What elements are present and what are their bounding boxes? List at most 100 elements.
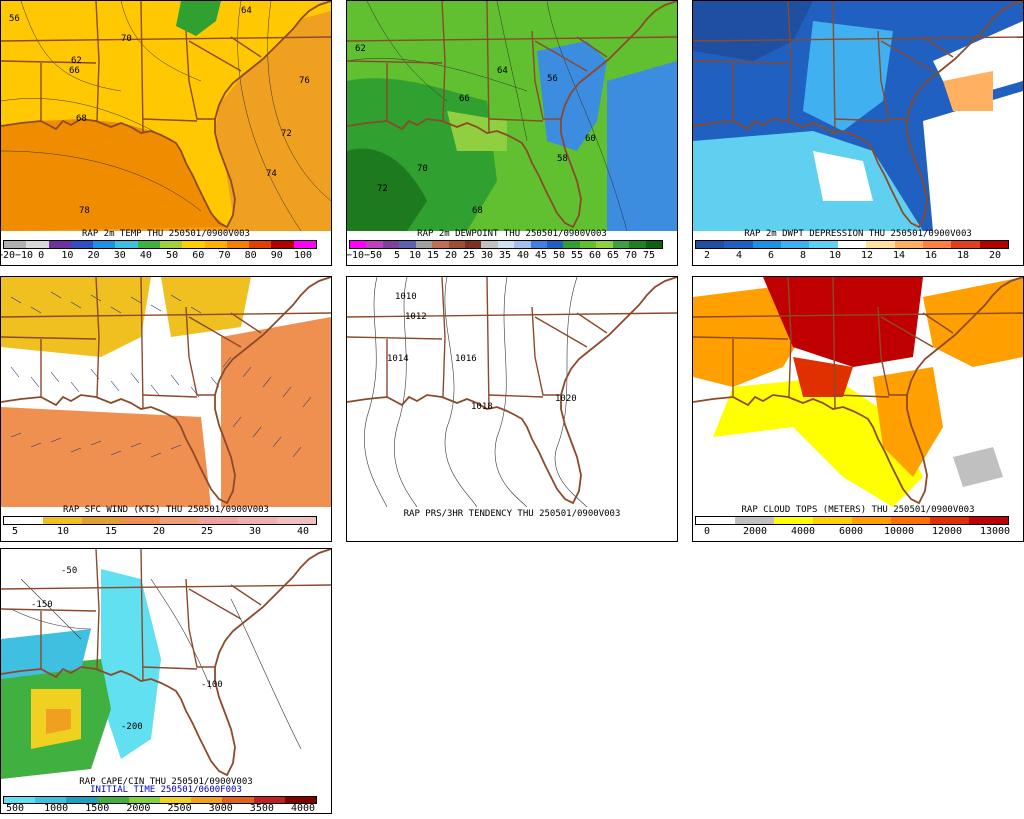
colorbar-tick-label: 3000	[208, 803, 233, 814]
colorbar-tick-label: 3500	[249, 803, 274, 814]
colorbar-swatch	[4, 797, 36, 803]
temp-contour-label: 66	[69, 66, 80, 76]
dewpoint-contour-label: 64	[497, 66, 508, 76]
colorbar-tick-label: 6000	[838, 526, 864, 537]
colorbar-tick-label: 10	[56, 526, 70, 537]
colorbar-tick-label: 35	[498, 250, 512, 261]
colorbar-swatch	[579, 241, 597, 248]
pressure-contour-label: 1016	[455, 354, 477, 364]
colorbar-swatch	[547, 241, 564, 248]
colorbar-swatch	[137, 241, 160, 248]
colorbar-swatch	[350, 241, 367, 248]
colorbar-tick-label: 20	[87, 250, 100, 261]
colorbar-tick-label: 0	[703, 526, 711, 537]
colorbar-swatch	[93, 241, 116, 248]
pressure-contour-label: 1010	[395, 292, 417, 302]
colorbar-swatch	[97, 797, 129, 803]
dewpoint-ticks: −10−5 0 5 10 15 20 25 30 35 40 45 50 55 60 65 70 75	[347, 250, 675, 262]
colorbar-tick-label: 16	[924, 250, 938, 261]
sfc-wind-map	[1, 277, 331, 507]
colorbar-tick-label: 4000	[790, 526, 816, 537]
colorbar-swatch	[82, 517, 121, 524]
cape-contour-label: -100	[201, 680, 223, 690]
cape-contour-label: -50	[61, 566, 77, 576]
colorbar-tick-label: 40	[296, 526, 310, 537]
cape-contour-label: -150	[31, 600, 53, 610]
colorbar-swatch	[293, 241, 316, 248]
temp-contour-label: 78	[79, 206, 90, 216]
cloud-tops-map	[693, 277, 1023, 507]
colorbar-swatch	[277, 517, 316, 524]
temp-contour-label: 68	[76, 114, 87, 124]
colorbar-tick-label: 20	[988, 250, 1002, 261]
colorbar-tick-label: 45	[534, 250, 548, 261]
colorbar-tick-label: 10	[61, 250, 74, 261]
colorbar-swatch	[724, 241, 753, 248]
colorbar-tick-label: 20	[444, 250, 458, 261]
colorbar-swatch	[514, 241, 531, 248]
colorbar-swatch	[191, 797, 223, 803]
colorbar-tick-label: 10	[408, 250, 422, 261]
colorbar-swatch	[253, 797, 285, 803]
colorbar-tick-label: 0	[38, 250, 45, 261]
pressure-title: RAP PRS/3HR TENDENCY THU 250501/0900V003	[403, 509, 621, 519]
temp-contour-label: 70	[121, 34, 132, 44]
temp-contour-label: 76	[299, 76, 310, 86]
colorbar-swatch	[415, 241, 433, 248]
colorbar-swatch	[969, 517, 1008, 524]
colorbar-swatch	[160, 797, 192, 803]
pressure-contour-label: 1014	[387, 354, 409, 364]
colorbar-tick-label: 14	[892, 250, 906, 261]
cape-ticks: 500 1000 1500 2000 2500 3000 3500 4000	[3, 803, 329, 814]
temp-panel: 56 62 64 66 68 70 72 74 76 78 RAP 2m TEM…	[0, 0, 332, 270]
colorbar-swatch	[837, 241, 867, 248]
colorbar-tick-label: 2000	[126, 803, 151, 814]
colorbar-tick-label: 10	[828, 250, 842, 261]
colorbar-tick-label: 1500	[85, 803, 110, 814]
dewpoint-contour-label: 66	[459, 94, 470, 104]
colorbar-swatch	[979, 241, 1008, 248]
dwpt-depression-title: RAP 2m DWPT DEPRESSION THU 250501/0900V0…	[744, 229, 972, 239]
colorbar-tick-label: 2000	[742, 526, 768, 537]
colorbar-tick-label: 40	[139, 250, 152, 261]
colorbar-swatch	[464, 241, 482, 248]
colorbar-swatch	[481, 241, 498, 248]
cape-title: RAP CAPE/CIN THU 250501/0900V003	[79, 777, 253, 787]
temp-contour-label: 74	[266, 169, 277, 179]
colorbar-swatch	[35, 797, 67, 803]
colorbar-tick-label: 70	[624, 250, 638, 261]
colorbar-tick-label: 100	[293, 250, 313, 261]
colorbar-swatch	[752, 241, 782, 248]
colorbar-swatch	[448, 241, 465, 248]
colorbar-tick-label: 25	[200, 526, 214, 537]
cloud-tops-title: RAP CLOUD TOPS (METERS) THU 250501/0900V…	[741, 505, 975, 515]
colorbar-tick-label: 30	[480, 250, 494, 261]
pressure-contour-label: 1020	[555, 394, 577, 404]
colorbar-tick-label: 80	[244, 250, 257, 261]
temp-map-frame: 56 62 64 66 68 70 72 74 76 78 RAP 2m TEM…	[0, 0, 332, 266]
cape-colorbar	[3, 796, 317, 804]
colorbar-swatch	[4, 517, 43, 524]
colorbar-tick-label: 2	[703, 250, 711, 261]
colorbar-tick-label: 25	[462, 250, 476, 261]
colorbar-tick-label: 18	[956, 250, 970, 261]
colorbar-swatch	[4, 241, 27, 248]
dewpoint-map: 56 58 60 62 64 66 68 70 72	[347, 1, 677, 231]
colorbar-swatch	[182, 241, 205, 248]
colorbar-tick-label: 50	[552, 250, 566, 261]
colorbar-tick-label: 40	[516, 250, 530, 261]
colorbar-swatch	[563, 241, 580, 248]
temp-contour-label: 64	[241, 6, 252, 16]
colorbar-tick-label: 1000	[44, 803, 69, 814]
colorbar-swatch	[432, 241, 449, 248]
pressure-contour-label: 1012	[405, 312, 427, 322]
colorbar-swatch	[226, 241, 250, 248]
colorbar-swatch	[612, 241, 630, 248]
colorbar-swatch	[596, 241, 613, 248]
colorbar-swatch	[696, 241, 725, 248]
colorbar-swatch	[249, 241, 272, 248]
colorbar-swatch	[922, 241, 952, 248]
cloud-tops-map-frame: RAP CLOUD TOPS (METERS) THU 250501/0900V…	[692, 276, 1024, 542]
colorbar-swatch	[271, 241, 294, 248]
colorbar-swatch	[115, 241, 138, 248]
